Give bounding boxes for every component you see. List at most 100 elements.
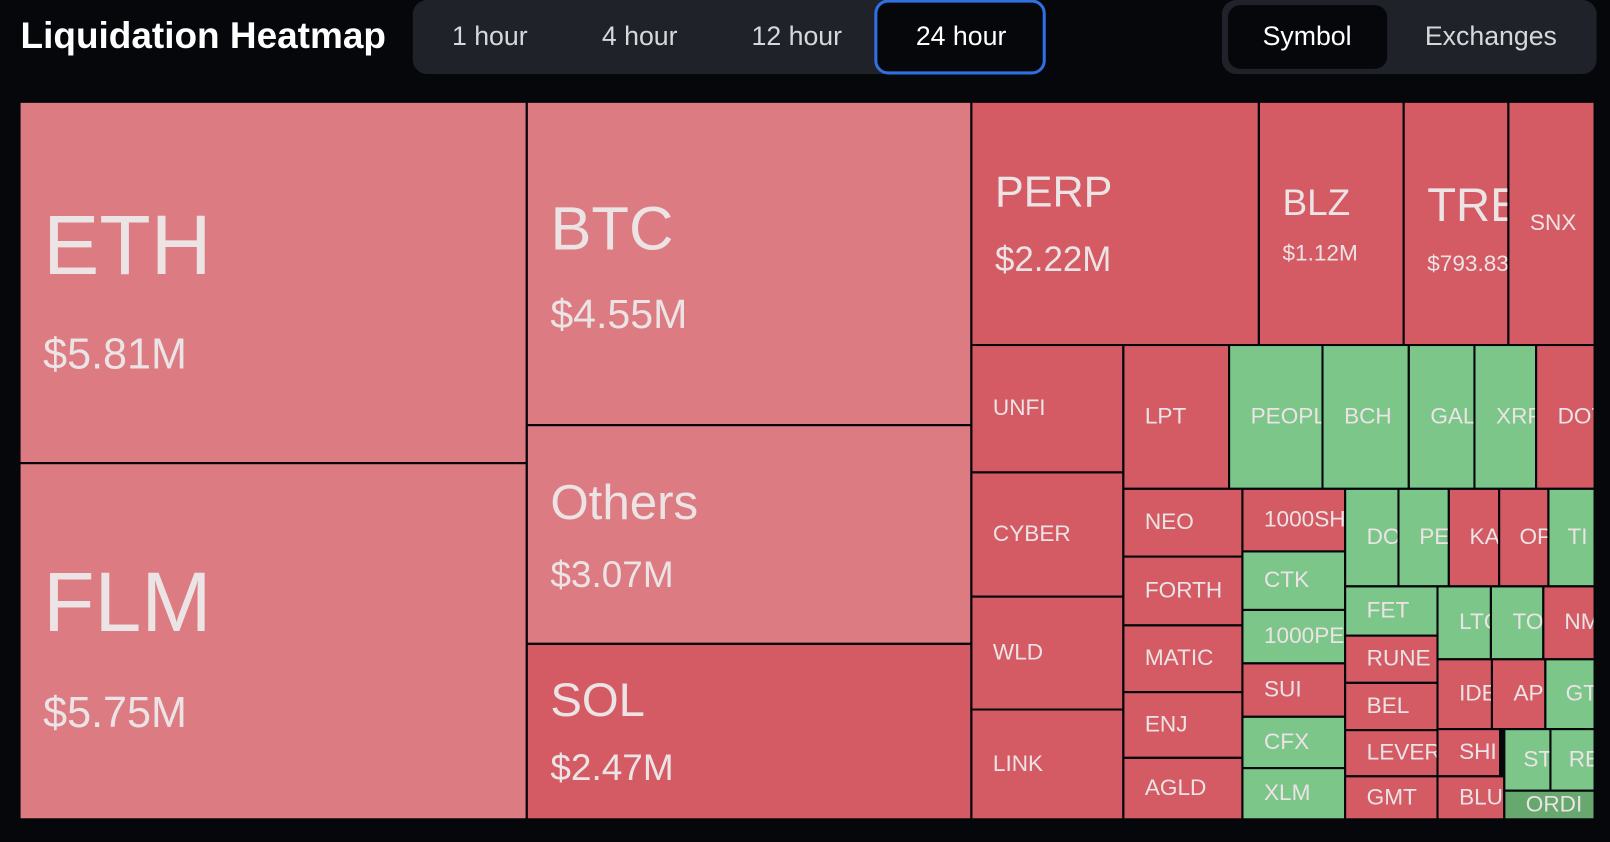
tile[interactable] — [20, 102, 526, 463]
time-tab[interactable]: 4 hour — [602, 21, 678, 51]
tile[interactable] — [1346, 777, 1437, 819]
tile[interactable] — [1124, 346, 1229, 488]
tile-label: LPT — [1145, 403, 1187, 428]
tile-label: SUI — [1264, 677, 1302, 702]
tile-group: LINK — [972, 710, 1123, 819]
tile[interactable] — [1544, 587, 1594, 659]
tile[interactable] — [1475, 346, 1536, 488]
tile-label: LEVER — [1367, 740, 1441, 765]
tile[interactable] — [1505, 730, 1550, 790]
tile[interactable] — [1551, 730, 1594, 790]
tile[interactable] — [1491, 587, 1543, 659]
tile[interactable] — [1505, 791, 1594, 819]
tile[interactable] — [1323, 346, 1408, 488]
tile[interactable] — [1409, 346, 1474, 488]
tile-group: SNX — [1509, 102, 1594, 344]
tile-label: PEOPL — [1251, 403, 1326, 428]
tile-group: GMT — [1346, 777, 1437, 819]
tile[interactable] — [972, 102, 1258, 344]
tile-group: LEVER — [1346, 731, 1441, 776]
time-tab[interactable]: 12 hour — [752, 21, 843, 51]
tile-group: 1000PE — [1243, 610, 1345, 663]
tile[interactable] — [1346, 587, 1437, 635]
tile[interactable] — [972, 710, 1123, 819]
tile-label: FET — [1367, 597, 1410, 622]
tile-label: DOT — [1558, 403, 1606, 428]
tile-group: RE — [1551, 730, 1600, 790]
tile[interactable] — [1438, 660, 1491, 729]
tile[interactable] — [1243, 552, 1345, 609]
view-tab[interactable]: Symbol — [1263, 21, 1352, 51]
tile-label: DO — [1367, 524, 1401, 549]
tile[interactable] — [1243, 717, 1345, 768]
tile[interactable] — [972, 597, 1123, 709]
tile[interactable] — [1124, 557, 1242, 625]
tile[interactable] — [527, 426, 971, 643]
tile-group: LTC — [1438, 587, 1490, 659]
tile[interactable] — [1399, 489, 1448, 586]
tile-label: CFX — [1264, 729, 1309, 754]
tile[interactable] — [1124, 758, 1242, 819]
tile-label: FORTH — [1145, 577, 1222, 602]
tile[interactable] — [1346, 489, 1398, 586]
tile[interactable] — [1546, 660, 1594, 729]
tile-group: BCH — [1323, 346, 1408, 488]
tile-group: XLM — [1243, 769, 1345, 819]
tile-label: TO — [1512, 609, 1543, 634]
tile[interactable] — [1500, 489, 1548, 586]
tile-label: CYBER — [993, 521, 1071, 546]
tile[interactable] — [1243, 664, 1345, 716]
tile[interactable] — [1537, 346, 1594, 488]
tile[interactable] — [527, 102, 971, 425]
tile[interactable] — [527, 644, 971, 819]
tile-label: WLD — [993, 640, 1043, 665]
tile-value: $3.07M — [550, 554, 673, 595]
tile-label: XLM — [1264, 780, 1310, 805]
tile-group: FET — [1346, 587, 1437, 635]
tile-group: BLU — [1438, 777, 1504, 819]
tile[interactable] — [1230, 346, 1322, 488]
tile-label: BTC — [550, 194, 673, 263]
tile[interactable] — [1438, 730, 1500, 776]
tile[interactable] — [1449, 489, 1499, 586]
tile[interactable] — [1346, 731, 1437, 776]
tile[interactable] — [1346, 636, 1437, 682]
tile[interactable] — [1549, 489, 1594, 586]
tile-group: MATIC — [1124, 626, 1242, 692]
tile[interactable] — [1124, 626, 1242, 692]
tile-label: BLU — [1459, 784, 1503, 809]
tile[interactable] — [1124, 489, 1242, 556]
tile-label: SHI — [1459, 739, 1497, 764]
tile[interactable] — [972, 346, 1123, 472]
tile[interactable] — [1243, 610, 1345, 663]
tile[interactable] — [20, 464, 526, 819]
tile[interactable] — [1124, 693, 1242, 757]
tile-group: GAL — [1409, 346, 1474, 488]
tile[interactable] — [1346, 683, 1437, 730]
tile-group: BEL — [1346, 683, 1437, 730]
treemap: ETH $5.81M FLM $5.75M BTC $4.55M Others $3.07M S… — [19, 101, 1606, 821]
tile-group: DO — [1346, 489, 1401, 586]
tile-label: ST — [1523, 746, 1552, 771]
tile-group: BTC $4.55M — [527, 102, 971, 425]
tile[interactable] — [1438, 777, 1504, 819]
tile-label: Others — [550, 475, 698, 530]
tile[interactable] — [1243, 489, 1345, 551]
tile-label: SOL — [550, 674, 644, 727]
view-tab[interactable]: Exchanges — [1425, 21, 1557, 51]
tile-label: RE — [1569, 746, 1600, 771]
tile[interactable] — [1509, 102, 1594, 344]
tile-group: LPT — [1124, 346, 1229, 488]
time-tab[interactable]: 1 hour — [452, 21, 528, 51]
tile-group: UNFI — [972, 346, 1123, 472]
time-tab[interactable]: 24 hour — [916, 21, 1007, 51]
tile[interactable] — [1438, 587, 1490, 659]
tile[interactable] — [1492, 660, 1545, 729]
tile[interactable] — [1404, 102, 1508, 344]
tile[interactable] — [972, 473, 1123, 596]
tile[interactable] — [1243, 769, 1345, 819]
tile[interactable] — [1259, 102, 1403, 344]
tile-label: ENJ — [1145, 711, 1188, 736]
tile-label: PE — [1419, 524, 1449, 549]
